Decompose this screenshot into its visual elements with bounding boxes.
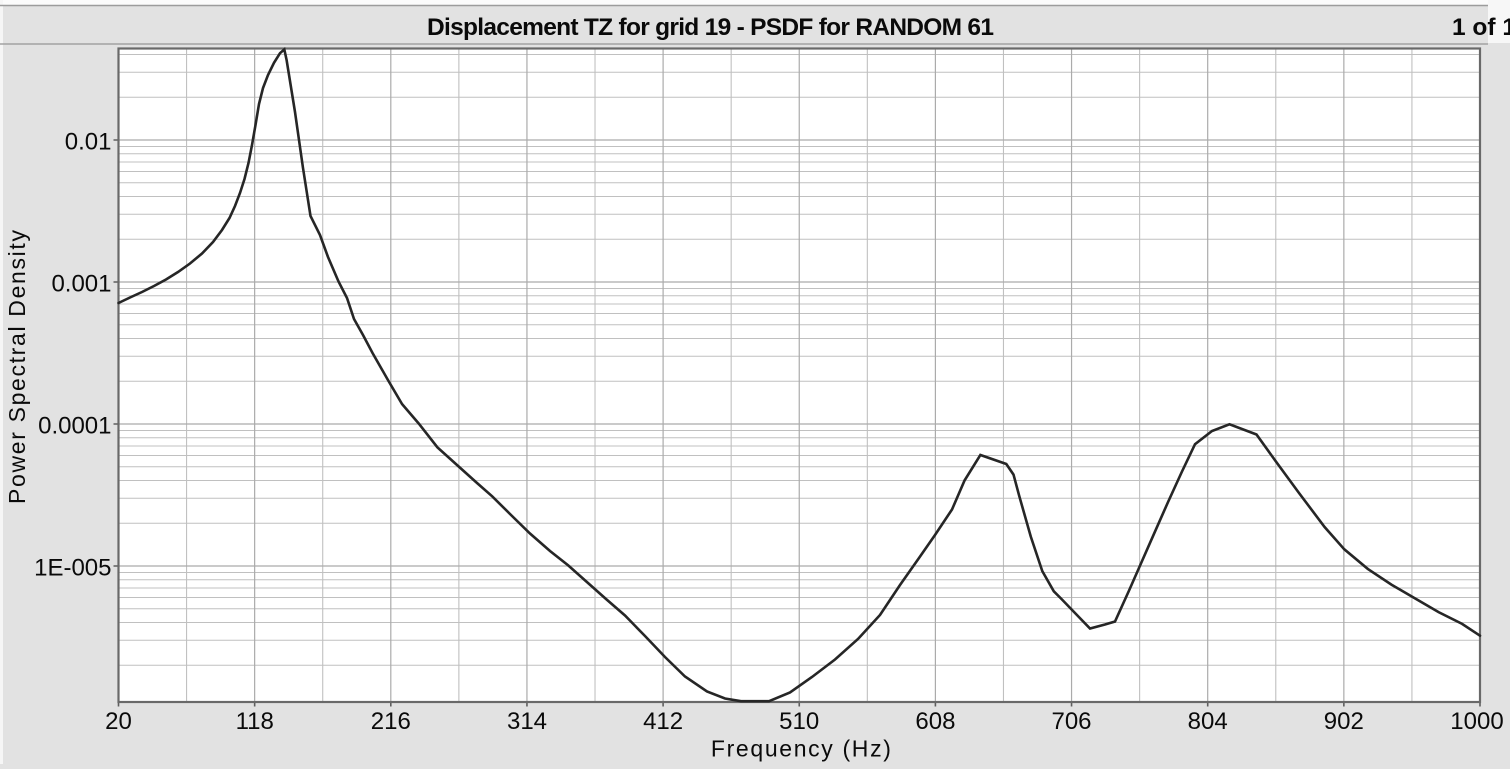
svg-text:706: 706 (1051, 708, 1091, 735)
svg-text:Displacement TZ for grid 19 -: Displacement TZ for grid 19 - PSDF for R… (427, 14, 994, 41)
svg-text:20: 20 (105, 708, 132, 735)
svg-text:118: 118 (236, 708, 274, 735)
svg-text:412: 412 (643, 708, 683, 735)
svg-text:216: 216 (371, 708, 411, 735)
svg-text:1E-005: 1E-005 (34, 555, 111, 582)
svg-text:510: 510 (779, 708, 819, 735)
svg-text:1000: 1000 (1450, 708, 1503, 735)
svg-text:Power Spectral Density: Power Spectral Density (4, 230, 30, 505)
svg-text:0.01: 0.01 (65, 129, 112, 156)
svg-text:Frequency (Hz): Frequency (Hz) (711, 736, 891, 762)
svg-text:0.0001: 0.0001 (38, 413, 111, 440)
svg-text:1 of 1: 1 of 1 (1452, 14, 1510, 41)
svg-text:902: 902 (1324, 708, 1364, 735)
svg-text:608: 608 (915, 708, 955, 735)
svg-text:314: 314 (507, 708, 547, 735)
svg-text:804: 804 (1188, 708, 1228, 735)
svg-text:0.001: 0.001 (51, 271, 111, 298)
